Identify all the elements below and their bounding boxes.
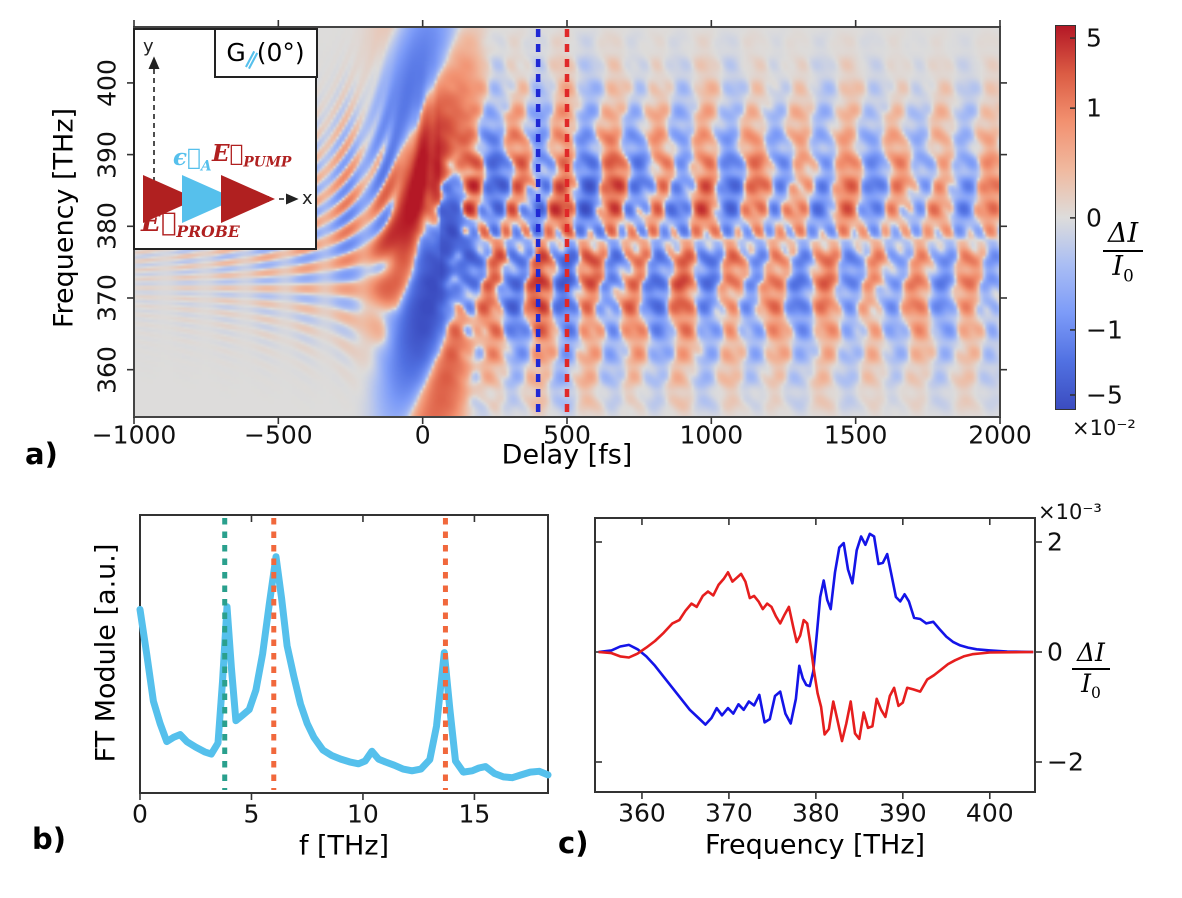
colorbar-tick-label: −1 — [1086, 315, 1123, 345]
c-ytick-label: 2 — [1047, 527, 1063, 557]
a-xtick-label: 1500 — [823, 420, 888, 450]
c-xtick-label: 400 — [965, 798, 1014, 828]
analyzer-polarization-label: ϵ⃗A — [173, 144, 212, 175]
b-xlabel: f [THz] — [298, 830, 390, 862]
colorbar-multiplier: ×10⁻² — [1072, 416, 1136, 440]
polarization-arrows — [143, 56, 299, 223]
a-xtick-label: 0 — [414, 420, 431, 450]
colorbar-tick-label: 5 — [1086, 23, 1102, 53]
panel-letter-c: c) — [558, 826, 589, 860]
b-xtick-label: 15 — [458, 799, 491, 829]
c-ylabel: ΔI I0 — [1072, 639, 1110, 702]
b-xtick-label: 0 — [132, 799, 148, 829]
a-xtick-label: 2000 — [968, 420, 1032, 450]
inset-y-axis-label: y — [143, 36, 154, 57]
b-xtick-label: 5 — [243, 799, 260, 829]
a-ytick-label: 360 — [92, 345, 122, 394]
a-xtick-label: 1000 — [679, 420, 744, 450]
spectrum-cut-blue-curve — [598, 532, 1034, 726]
colorbar-tick-label: 0 — [1086, 203, 1102, 233]
a-ytick-label: 400 — [92, 59, 122, 107]
polarization-geometry-inset: G ∥ (0°) y x ϵ⃗A E⃗PUMP E⃗PROBE — [133, 27, 318, 250]
spectrum-cut-red-curve — [598, 570, 1034, 743]
b-xtick-label: 10 — [347, 799, 379, 829]
c-ytick-label: −2 — [1047, 747, 1084, 777]
a-ytick-label: 370 — [92, 274, 122, 322]
panel-b-frame — [139, 514, 549, 794]
a-ylabel: Frequency [THz] — [48, 107, 80, 329]
c-xlabel: Frequency [THz] — [704, 829, 926, 861]
a-xtick-label: 500 — [543, 420, 591, 450]
gate-angle: (0°) — [256, 38, 305, 67]
c-xtick-label: 360 — [618, 798, 666, 828]
c-multiplier: ×10⁻³ — [1038, 500, 1102, 524]
pump-field-label: E⃗PUMP — [212, 140, 292, 171]
colorbar-label: ΔI I0 — [1103, 219, 1144, 285]
panel-c-frame — [594, 517, 1036, 793]
a-xtick-label: −500 — [243, 420, 313, 450]
a-ytick-label: 380 — [92, 202, 122, 251]
inset-x-axis-label: x — [302, 188, 313, 209]
ft-spectrum-curve — [136, 553, 552, 782]
probe-field-label: E⃗PROBE — [141, 208, 240, 242]
gate-main: G — [226, 38, 246, 67]
gate-label-box: G ∥ (0°) — [213, 27, 318, 78]
colorbar-tick-label: −5 — [1086, 380, 1123, 410]
c-ytick-label: 0 — [1047, 637, 1063, 667]
c-xtick-label: 380 — [792, 798, 840, 828]
panel-letter-a: a) — [25, 437, 58, 471]
a-xtick-label: −1000 — [91, 420, 177, 450]
a-xlabel: Delay [fs] — [501, 439, 633, 471]
panel-letter-b: b) — [32, 822, 67, 856]
c-xtick-label: 390 — [878, 798, 927, 828]
a-ytick-label: 390 — [92, 130, 122, 179]
colorbar-tick-label: 1 — [1086, 93, 1102, 123]
b-ylabel: FT Module [a.u.] — [90, 543, 122, 763]
c-xtick-label: 370 — [705, 798, 753, 828]
